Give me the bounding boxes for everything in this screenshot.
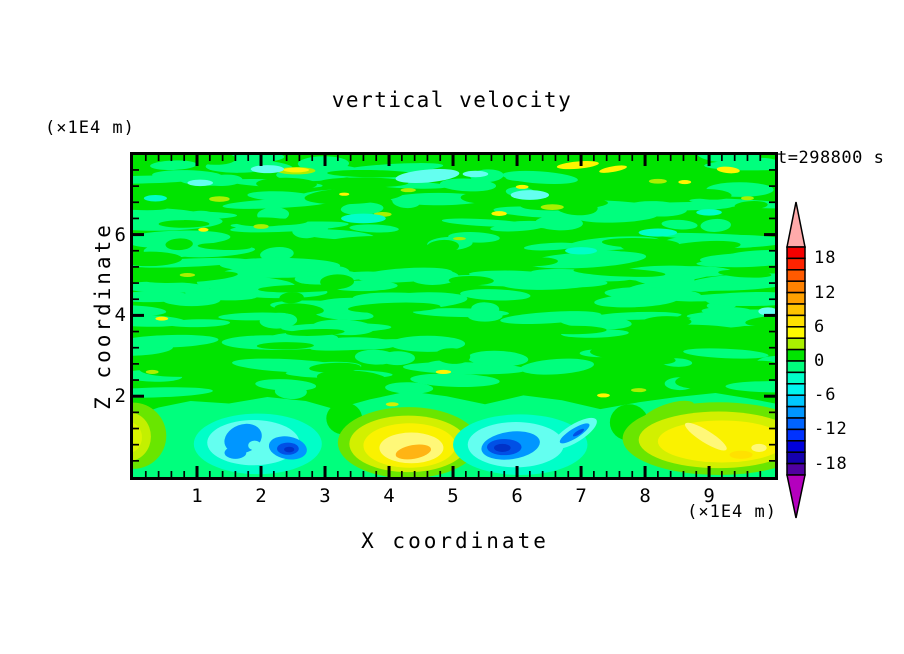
colorbar-under-arrow (786, 474, 806, 519)
updraft-right-pale-patch (684, 422, 727, 451)
colorbar-scale (786, 201, 806, 519)
colorbar-segment (786, 291, 806, 305)
x-tick-label: 2 (255, 485, 267, 507)
colorbar-segment (786, 428, 806, 442)
colorbar-segment (786, 451, 806, 465)
downdraft-left-notch (248, 440, 262, 451)
colorbar-segment (786, 417, 806, 431)
colorbar-segment (786, 257, 806, 271)
colorbar (785, 200, 807, 520)
colorbar-segment (786, 280, 806, 294)
z-tick-label: 4 (114, 304, 126, 327)
contour-field (133, 155, 775, 477)
colorbar-tick-label: 12 (814, 282, 837, 303)
x-tick-label: 1 (191, 485, 203, 507)
chart-title: vertical velocity (331, 88, 573, 112)
colorbar-segment (786, 394, 806, 408)
timestamp-label: t=298800 s (777, 148, 885, 168)
colorbar-over-arrow (786, 201, 806, 248)
x-axis-unit-label: (×1E4 m) (687, 502, 777, 522)
updraft-right-gold-dot (729, 450, 753, 459)
colorbar-segment (786, 326, 806, 339)
downdraft-sliver-core (572, 428, 585, 437)
z-axis-unit-label: (×1E4 m) (45, 118, 135, 138)
colorbar-tick-label: 0 (814, 351, 826, 371)
x-tick-label: 8 (639, 485, 651, 507)
colorbar-tick-label: 6 (814, 316, 826, 337)
colorbar-segment (786, 303, 806, 317)
colorbar-segment (786, 337, 806, 351)
downdraft-left-blue-b-core (284, 446, 295, 453)
z-tick-label: 6 (114, 223, 126, 246)
updraft-center-speck (385, 402, 399, 407)
colorbar-segment (786, 383, 806, 396)
colorbar-segment (786, 314, 806, 328)
colorbar-segment (786, 371, 806, 385)
colorbar-segment (786, 348, 806, 362)
colorbar-tick-label: -12 (814, 419, 848, 440)
x-tick-label: 5 (447, 485, 459, 507)
x-tick-label: 4 (383, 485, 395, 507)
colorbar-segment (786, 462, 806, 476)
z-tick-label: 2 (114, 385, 126, 408)
x-tick-label: 6 (511, 485, 523, 507)
colorbar-segment (786, 269, 806, 282)
updraft-right-pale-dot (751, 443, 767, 452)
colorbar-tick-label: -6 (814, 385, 837, 406)
colorbar-segment (786, 440, 806, 453)
colorbar-tick-label: -18 (814, 453, 848, 474)
x-tick-label: 7 (575, 485, 587, 507)
colorbar-tick-label: 18 (814, 248, 837, 269)
colorbar-segment (786, 360, 806, 374)
downdraft-right-blue-core (494, 443, 511, 452)
contour-plot-area (130, 152, 778, 480)
x-axis-title: X coordinate (361, 529, 549, 553)
colorbar-segment (786, 405, 806, 419)
x-tick-label: 9 (703, 485, 715, 507)
x-tick-label: 3 (319, 485, 331, 507)
downdraft-left-blue-a-lobe (224, 446, 247, 459)
colorbar-segment (786, 246, 806, 260)
updraft-center-core (395, 444, 432, 460)
